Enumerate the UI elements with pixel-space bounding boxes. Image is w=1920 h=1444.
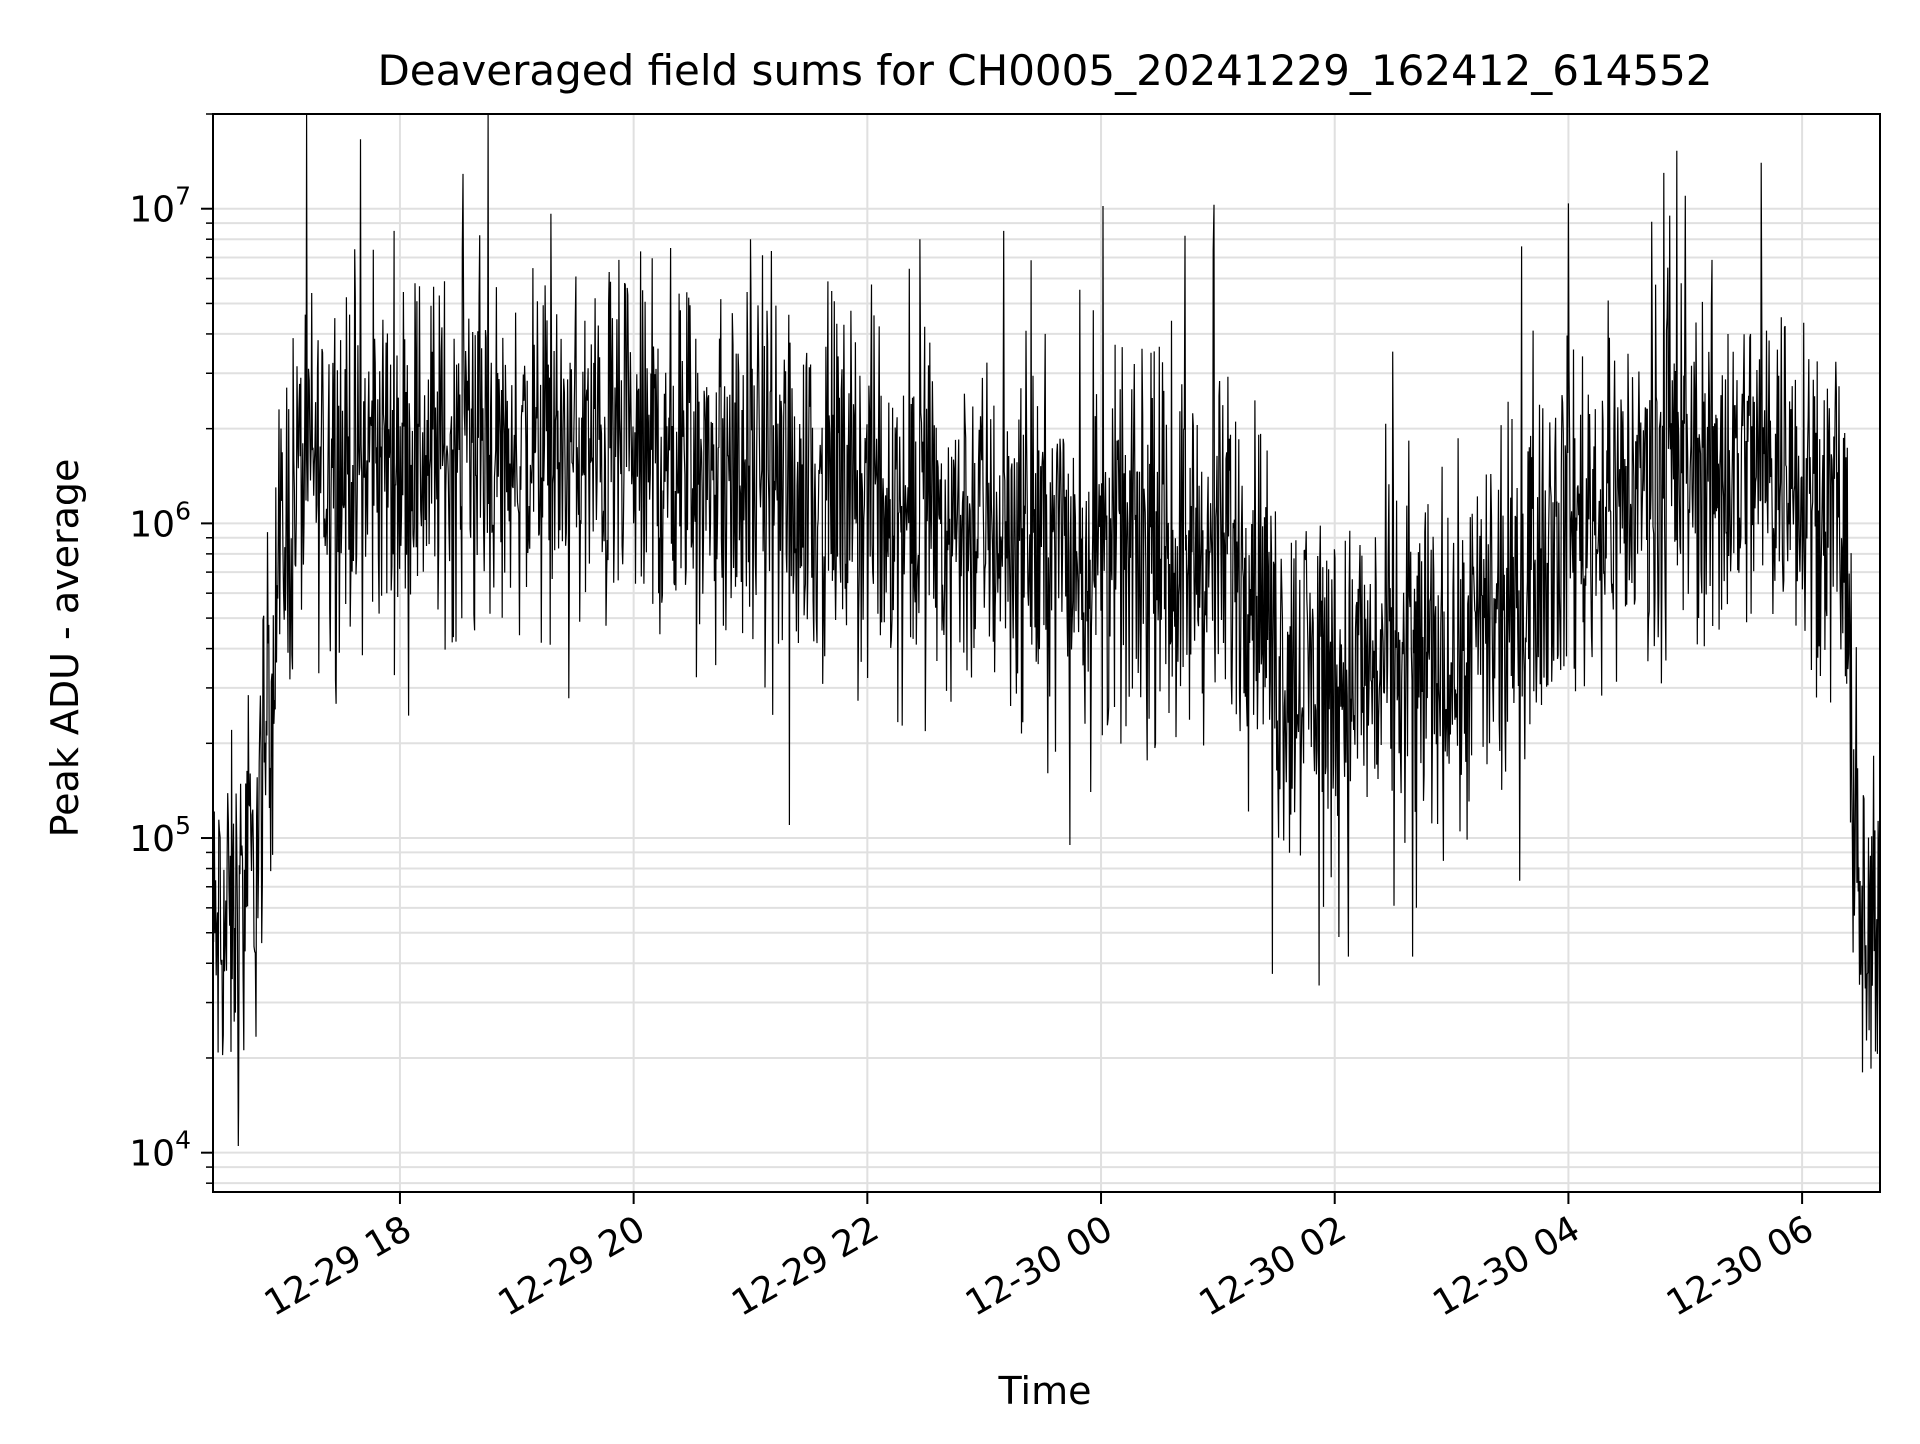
y-axis-ticks: 104 105 106 107 [129,113,213,1184]
x-axis-label: Time [998,1369,1092,1413]
y-axis-label: Peak ADU - average [43,459,87,838]
y-tick-label: 107 [129,182,191,231]
y-tick-label: 105 [129,811,191,860]
y-tick-label: 106 [129,496,191,545]
chart-title: Deaveraged field sums for CH0005_2024122… [377,46,1712,95]
y-tick-label: 104 [129,1126,191,1175]
series-group [212,113,1881,1147]
series-line [212,113,1881,1147]
plot-area-frame [212,113,1881,1193]
